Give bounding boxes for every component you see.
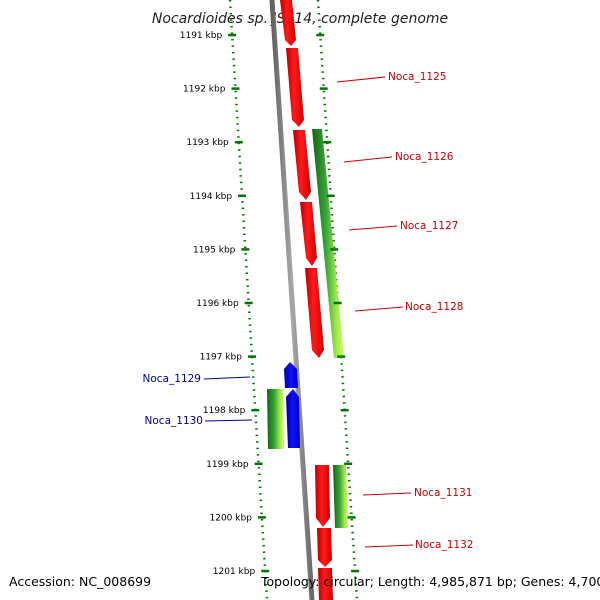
leader-line bbox=[204, 419, 253, 422]
leader-line bbox=[343, 156, 393, 163]
tick-label: 1192 kbp bbox=[183, 85, 226, 95]
gene-arrow[interactable] bbox=[286, 48, 304, 127]
gc-block bbox=[312, 129, 344, 358]
gc-block bbox=[333, 465, 348, 528]
tick-label: 1197 kbp bbox=[200, 353, 243, 363]
leader-line bbox=[336, 76, 386, 83]
genome-summary-text: Topology: circular; Length: 4,985,871 bp… bbox=[261, 574, 600, 589]
tick-label: 1196 kbp bbox=[196, 299, 239, 309]
tick-label: 1194 kbp bbox=[190, 192, 233, 202]
gc-content-track bbox=[267, 129, 348, 528]
gene-label[interactable]: Noca_1129 bbox=[143, 373, 201, 385]
gene-label[interactable]: Noca_1132 bbox=[415, 539, 473, 551]
tick-label: 1193 kbp bbox=[186, 138, 229, 148]
tick-label: 1198 kbp bbox=[203, 406, 246, 416]
gc-block bbox=[267, 389, 284, 449]
tick-label: 1195 kbp bbox=[193, 245, 236, 255]
tick-label: 1199 kbp bbox=[206, 460, 249, 470]
gene-arrow[interactable] bbox=[315, 465, 330, 527]
gene-label[interactable]: Noca_1128 bbox=[405, 301, 463, 313]
leader-line bbox=[364, 544, 414, 548]
gene-label[interactable]: Noca_1125 bbox=[388, 71, 446, 83]
gene-label[interactable]: Noca_1130 bbox=[145, 415, 203, 427]
outer-ring bbox=[316, 0, 359, 600]
leader-line bbox=[354, 306, 404, 312]
accession-text: Accession: NC_008699 bbox=[9, 574, 152, 589]
gene-labels: Noca_1125 Noca_1126 Noca_1127 Noca_1128 Noca… bbox=[143, 71, 474, 551]
leader-line bbox=[362, 492, 412, 496]
genome-title: Nocardioides sp. JS614, complete genome bbox=[152, 11, 448, 27]
inner-ring bbox=[228, 0, 269, 600]
gene-arrow[interactable] bbox=[318, 568, 333, 600]
gene-label[interactable]: Noca_1127 bbox=[400, 220, 458, 232]
gene-track bbox=[280, 0, 333, 600]
leader-line bbox=[203, 376, 251, 380]
tick-label: 1191 kbp bbox=[180, 31, 223, 41]
gene-label[interactable]: Noca_1131 bbox=[414, 487, 472, 499]
tick-label: 1201 kbp bbox=[213, 567, 256, 577]
scale-ticks: 1191 kbp 1192 kbp 1193 kbp 1194 kbp 1195 kbp… bbox=[180, 31, 360, 577]
gene-arrow[interactable] bbox=[280, 0, 296, 46]
gene-arrow[interactable] bbox=[300, 202, 317, 266]
gene-arrow[interactable] bbox=[284, 362, 298, 388]
gene-arrow[interactable] bbox=[317, 528, 332, 567]
gene-arrow[interactable] bbox=[286, 389, 300, 448]
tick-label: 1200 kbp bbox=[210, 513, 253, 523]
gene-arrow[interactable] bbox=[293, 130, 311, 200]
leader-line bbox=[348, 225, 398, 231]
track-rings bbox=[228, 0, 359, 600]
genome-backbone bbox=[269, 0, 315, 600]
gene-arrow[interactable] bbox=[305, 268, 324, 358]
gene-label[interactable]: Noca_1126 bbox=[395, 151, 454, 163]
